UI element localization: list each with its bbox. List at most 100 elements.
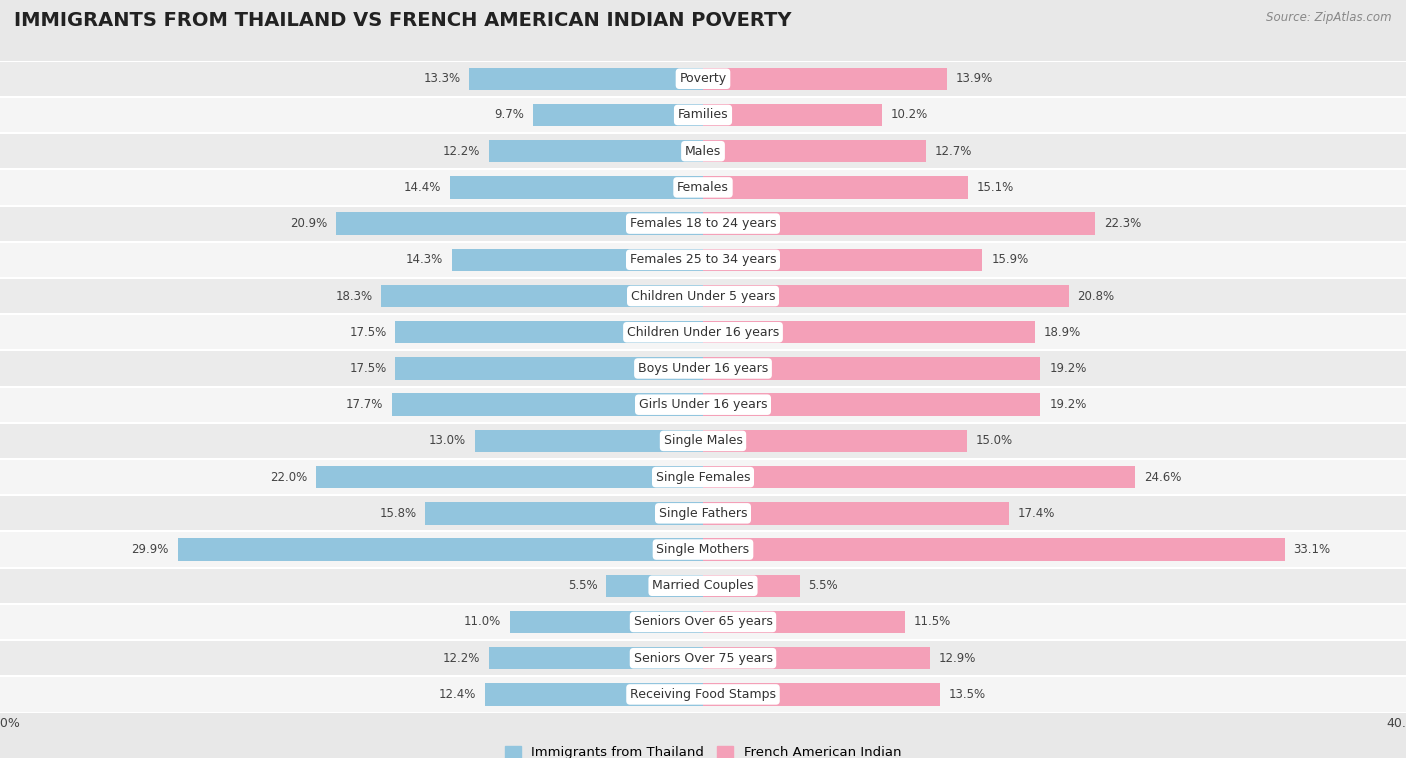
Text: 15.8%: 15.8% bbox=[380, 507, 416, 520]
Text: Children Under 5 years: Children Under 5 years bbox=[631, 290, 775, 302]
Text: 14.4%: 14.4% bbox=[404, 181, 441, 194]
Bar bbox=[0, 242, 1406, 278]
Bar bbox=[0, 640, 1406, 676]
Bar bbox=[392, 393, 703, 416]
Text: 5.5%: 5.5% bbox=[568, 579, 598, 592]
Text: 12.9%: 12.9% bbox=[939, 652, 976, 665]
Bar bbox=[0, 568, 1406, 604]
Text: 12.2%: 12.2% bbox=[443, 145, 479, 158]
Text: 5.5%: 5.5% bbox=[808, 579, 838, 592]
Bar bbox=[703, 575, 800, 597]
Bar bbox=[451, 249, 703, 271]
Text: 12.2%: 12.2% bbox=[443, 652, 479, 665]
Bar bbox=[510, 611, 703, 633]
Text: 22.3%: 22.3% bbox=[1104, 217, 1140, 230]
Text: 15.1%: 15.1% bbox=[977, 181, 1014, 194]
Bar bbox=[316, 466, 703, 488]
Text: Females: Females bbox=[678, 181, 728, 194]
Bar bbox=[703, 67, 948, 90]
Bar bbox=[0, 205, 1406, 242]
Text: 13.3%: 13.3% bbox=[423, 72, 461, 85]
Bar bbox=[533, 104, 703, 126]
Text: 17.5%: 17.5% bbox=[350, 326, 387, 339]
Text: Girls Under 16 years: Girls Under 16 years bbox=[638, 398, 768, 411]
Bar bbox=[0, 604, 1406, 640]
Bar bbox=[703, 285, 1069, 307]
Bar bbox=[0, 61, 1406, 97]
Bar bbox=[0, 459, 1406, 495]
Bar bbox=[450, 176, 703, 199]
Text: 20.9%: 20.9% bbox=[290, 217, 328, 230]
Text: Females 18 to 24 years: Females 18 to 24 years bbox=[630, 217, 776, 230]
Text: 11.5%: 11.5% bbox=[914, 615, 950, 628]
Bar bbox=[606, 575, 703, 597]
Bar bbox=[703, 683, 941, 706]
Bar bbox=[475, 430, 703, 452]
Bar bbox=[703, 321, 1035, 343]
Bar bbox=[489, 140, 703, 162]
Text: 14.3%: 14.3% bbox=[406, 253, 443, 266]
Bar bbox=[395, 357, 703, 380]
Bar bbox=[0, 314, 1406, 350]
Bar bbox=[0, 676, 1406, 713]
Text: 24.6%: 24.6% bbox=[1144, 471, 1181, 484]
Bar bbox=[395, 321, 703, 343]
Bar bbox=[425, 502, 703, 525]
Text: Seniors Over 75 years: Seniors Over 75 years bbox=[634, 652, 772, 665]
Bar bbox=[489, 647, 703, 669]
Text: 13.9%: 13.9% bbox=[956, 72, 993, 85]
Text: Single Males: Single Males bbox=[664, 434, 742, 447]
Bar bbox=[703, 430, 967, 452]
Bar bbox=[703, 393, 1040, 416]
Text: 19.2%: 19.2% bbox=[1049, 362, 1087, 375]
Bar bbox=[0, 495, 1406, 531]
Text: Source: ZipAtlas.com: Source: ZipAtlas.com bbox=[1267, 11, 1392, 24]
Text: Receiving Food Stamps: Receiving Food Stamps bbox=[630, 688, 776, 701]
Text: Single Females: Single Females bbox=[655, 471, 751, 484]
Text: 15.9%: 15.9% bbox=[991, 253, 1028, 266]
Text: Single Mothers: Single Mothers bbox=[657, 543, 749, 556]
Text: Children Under 16 years: Children Under 16 years bbox=[627, 326, 779, 339]
Bar bbox=[0, 169, 1406, 205]
Text: 19.2%: 19.2% bbox=[1049, 398, 1087, 411]
Text: 13.0%: 13.0% bbox=[429, 434, 465, 447]
Text: Boys Under 16 years: Boys Under 16 years bbox=[638, 362, 768, 375]
Bar bbox=[703, 611, 905, 633]
Bar bbox=[336, 212, 703, 235]
Text: 18.3%: 18.3% bbox=[336, 290, 373, 302]
Bar bbox=[381, 285, 703, 307]
Text: 33.1%: 33.1% bbox=[1294, 543, 1330, 556]
Bar bbox=[0, 278, 1406, 314]
Bar bbox=[703, 647, 929, 669]
Text: 13.5%: 13.5% bbox=[949, 688, 986, 701]
Text: Poverty: Poverty bbox=[679, 72, 727, 85]
Bar bbox=[703, 466, 1136, 488]
Text: 12.4%: 12.4% bbox=[439, 688, 477, 701]
Bar bbox=[470, 67, 703, 90]
Bar bbox=[177, 538, 703, 561]
Text: IMMIGRANTS FROM THAILAND VS FRENCH AMERICAN INDIAN POVERTY: IMMIGRANTS FROM THAILAND VS FRENCH AMERI… bbox=[14, 11, 792, 30]
Text: Families: Families bbox=[678, 108, 728, 121]
Text: 11.0%: 11.0% bbox=[464, 615, 501, 628]
Bar bbox=[703, 176, 969, 199]
Bar bbox=[0, 133, 1406, 169]
Bar bbox=[703, 140, 927, 162]
Bar bbox=[0, 387, 1406, 423]
Bar bbox=[703, 249, 983, 271]
Bar bbox=[703, 538, 1285, 561]
Bar bbox=[703, 212, 1095, 235]
Text: Married Couples: Married Couples bbox=[652, 579, 754, 592]
Text: 17.5%: 17.5% bbox=[350, 362, 387, 375]
Text: 20.8%: 20.8% bbox=[1077, 290, 1115, 302]
Bar bbox=[0, 423, 1406, 459]
Text: Males: Males bbox=[685, 145, 721, 158]
Bar bbox=[0, 97, 1406, 133]
Bar bbox=[0, 350, 1406, 387]
Text: 10.2%: 10.2% bbox=[891, 108, 928, 121]
Text: 12.7%: 12.7% bbox=[935, 145, 973, 158]
Bar bbox=[703, 502, 1010, 525]
Legend: Immigrants from Thailand, French American Indian: Immigrants from Thailand, French America… bbox=[499, 741, 907, 758]
Bar bbox=[703, 357, 1040, 380]
Text: 22.0%: 22.0% bbox=[270, 471, 308, 484]
Text: Females 25 to 34 years: Females 25 to 34 years bbox=[630, 253, 776, 266]
